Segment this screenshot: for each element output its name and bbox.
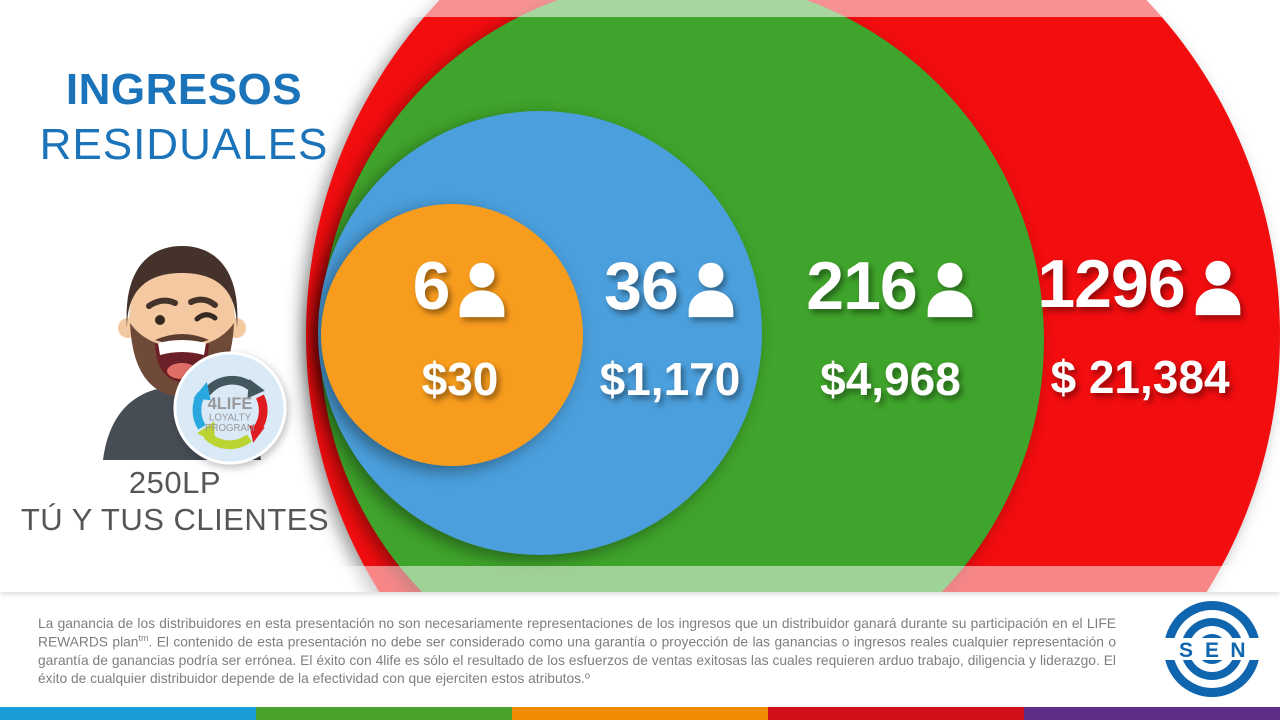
disclaimer-part-1: La ganancia de los distribuidores en est…: [38, 615, 1116, 650]
level-4-count-row: 1296: [1012, 250, 1268, 318]
left-caption: 250LP TÚ Y TUS CLIENTES: [12, 464, 338, 538]
sen-letter-n: N: [1230, 639, 1245, 662]
person-icon: [927, 262, 973, 318]
level-4-count: 1296: [1037, 246, 1185, 322]
disclaimer-tm: tm: [138, 633, 149, 643]
stripe-segment-orange: [512, 707, 768, 720]
person-icon: [1195, 260, 1240, 316]
level-2-count: 36: [604, 248, 679, 324]
stripe-segment-red: [768, 707, 1024, 720]
bottom-translucent-band: [0, 566, 1280, 592]
caption-line-2: TÚ Y TUS CLIENTES: [20, 502, 330, 538]
badge-brand-text: 4LIFE: [208, 395, 253, 413]
caption-line-1: 250LP: [128, 465, 222, 500]
level-1-amount: $30: [421, 353, 499, 405]
level-3-count-row: 216: [778, 252, 1003, 320]
level-2-group: 36 $1,170: [570, 252, 770, 402]
title-line-1: INGRESOS: [65, 65, 303, 114]
level-1-group: 6 $30: [375, 252, 545, 402]
badge-line2-text: LOYALTY: [209, 413, 252, 424]
level-3-count: 216: [806, 248, 917, 324]
disclaimer-part-2: . El contenido de esta presentación no d…: [38, 634, 1116, 686]
top-translucent-band: [0, 0, 1280, 17]
person-icon: [688, 262, 734, 318]
slide-main-area: INGRESOS RESIDUALES 6 $30 36 $1: [0, 0, 1280, 592]
level-1-count-row: 6: [375, 252, 545, 320]
stripe-segment-purple: [1024, 707, 1280, 720]
sen-letter-s: S: [1179, 639, 1193, 662]
loyalty-program-badge: 4LIFE LOYALTY PROGRAM: [173, 351, 287, 465]
level-2-count-row: 36: [570, 252, 770, 320]
badge-line3-text: PROGRAM: [205, 423, 255, 434]
page-title: INGRESOS RESIDUALES: [28, 68, 340, 167]
level-3-amount: $4,968: [820, 353, 961, 405]
stripe-segment-green: [256, 707, 512, 720]
footer-color-stripe: [0, 707, 1280, 720]
level-4-amount: $ 21,384: [1050, 351, 1230, 403]
level-2-amount: $1,170: [599, 353, 741, 405]
level-1-count: 6: [412, 248, 451, 324]
stripe-segment-blue: [0, 707, 256, 720]
person-icon: [460, 262, 505, 318]
level-3-group: 216 $4,968: [778, 252, 1003, 402]
title-line-2: RESIDUALES: [39, 120, 329, 169]
earnings-disclaimer: La ganancia de los distribuidores en est…: [38, 615, 1116, 688]
sen-logo: S E N: [1163, 601, 1261, 697]
level-4-group: 1296 $ 21,384: [1012, 250, 1268, 400]
sen-letter-e: E: [1205, 639, 1219, 662]
level-circle-orange: [321, 204, 583, 466]
